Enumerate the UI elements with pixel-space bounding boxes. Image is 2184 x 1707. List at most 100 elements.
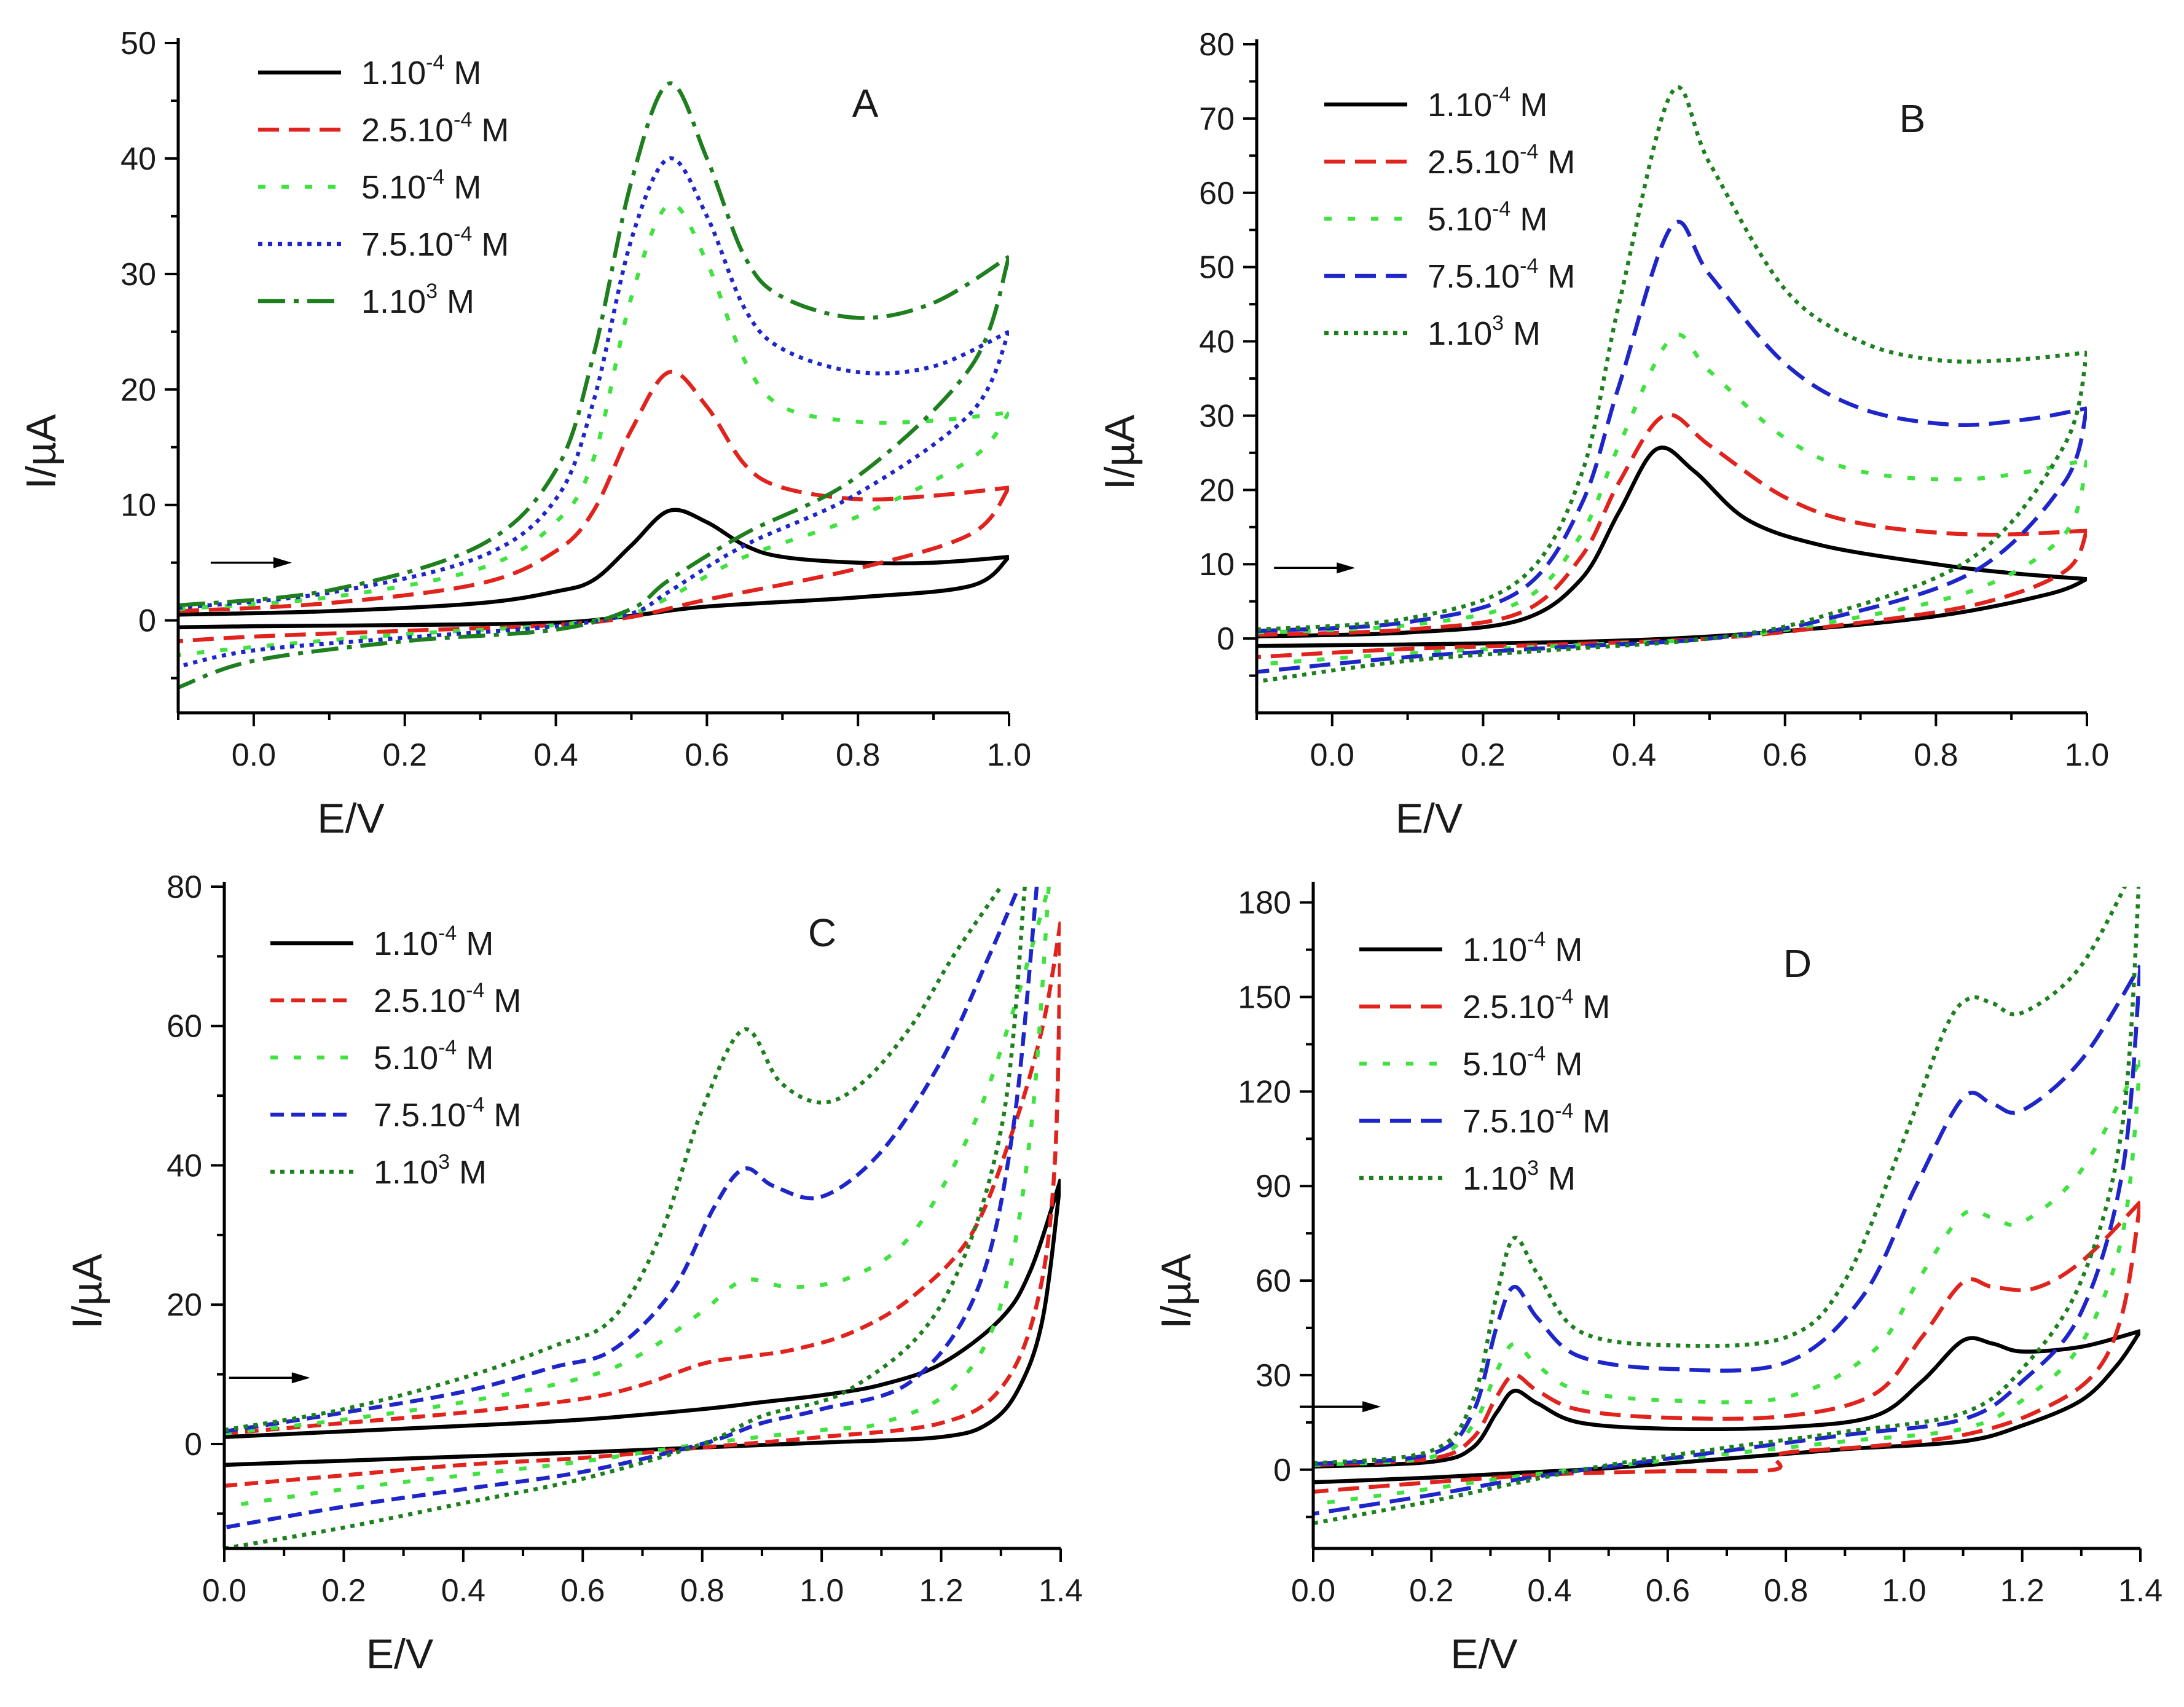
series-3-forward-line [178,202,1009,611]
y-tick-label: 80 [1199,27,1235,63]
y-axis-label: I/µA [1153,1254,1200,1329]
series-2-forward-line [178,369,1009,613]
y-tick-label: 60 [1199,176,1235,211]
y-tick-label: 0 [1217,621,1235,657]
panel-letter: A [852,81,879,125]
x-tick-label: 0.2 [321,1573,366,1609]
y-tick-label: 80 [167,869,202,905]
scan-direction-arrow-head [1337,562,1356,574]
legend-label: 5.10-4 M [374,1036,493,1077]
series-5-reverse-line [1257,351,2087,684]
legend-label: 2.5.10-4 M [1463,985,1610,1026]
x-tick-label: 0.0 [232,737,276,773]
y-axis-label: I/µA [18,414,65,489]
panel-b: 0.0 0.2 0.4 0.6 0.8 1.0 0 10 20 30 40 50 60 70 80 E/V I/… [1096,27,2109,842]
y-tick-label: 50 [1199,250,1235,286]
y-tick-label: 60 [167,1009,202,1045]
panel-d: 0.0 0.2 0.4 0.6 0.8 1.0 1.2 1.4 0 30 60 90 120 150 180… [1153,882,2162,1678]
x-tick-label: 0.6 [560,1573,605,1609]
x-tick-label: 0.4 [1527,1573,1571,1609]
x-axis-label: E/V [366,1631,434,1678]
legend-label: 1.103 M [374,1150,487,1191]
x-tick-label: 1.4 [1039,1573,1083,1609]
series-4-forward-line [1257,219,2087,634]
x-tick-label: 0.4 [1612,737,1656,773]
x-axis-label: E/V [1450,1631,1518,1678]
legend-label: 1.103 M [1463,1156,1576,1197]
series-4-reverse-line [1257,407,2087,674]
y-tick-label: 20 [1199,473,1235,508]
legend-label: 7.5.10-4 M [361,222,509,263]
series-3-reverse-line [224,887,1051,1509]
x-tick-label: 1.0 [1882,1573,1926,1609]
legend: 1.10-4 M 2.5.10-4 M 5.10-4 M 7.5.10-4 M 1.10… [258,51,509,320]
series-4-reverse-line [1313,965,2140,1516]
series-1-forward-line [178,508,1009,617]
x-tick-label: 0.6 [685,737,729,773]
panel-letter: C [808,911,836,955]
series-1-forward-line [1257,445,2087,638]
series-group [1313,887,2140,1526]
x-tick-label: 0.0 [202,1573,246,1609]
series-group [224,887,1061,1548]
y-tick-label: 90 [1255,1169,1291,1204]
x-tick-label: 0.6 [1646,1573,1690,1609]
x-tick-label: 1.0 [799,1573,844,1609]
panel-c: 0.0 0.2 0.4 0.6 0.8 1.0 1.2 1.4 0 20 40 60 80 E/V I/µA… [64,869,1083,1678]
series-2-reverse-line [224,921,1061,1488]
legend-label: 1.10-4 M [361,51,481,92]
series-5-forward-line [1257,85,2087,632]
legend-label: 2.5.10-4 M [374,979,521,1019]
legend-label: 5.10-4 M [1463,1042,1582,1083]
y-tick-label: 0 [138,603,156,639]
y-tick-label: 10 [120,488,156,524]
scan-direction-arrow-head [291,1372,310,1384]
y-tick-label: 20 [120,372,156,408]
y-axis-label: I/µA [1096,414,1143,490]
series-2-reverse-line [1313,1201,2140,1494]
legend-label: 1.103 M [1428,312,1541,352]
y-tick-label: 150 [1238,980,1291,1016]
x-tick-label: 0.4 [441,1573,485,1609]
series-5-reverse-line [178,256,1009,689]
series-1-forward-line [1313,1328,2140,1469]
series-5-forward-line [1313,887,2127,1466]
panel-letter: B [1899,96,1926,141]
x-tick-label: 0.8 [1764,1573,1808,1609]
series-2-reverse-line [178,486,1009,643]
panel-a: 0.0 0.2 0.4 0.6 0.8 1.0 0 10 20 30 40 50 E/V I/µA A 1.1… [18,26,1031,842]
series-1-forward-line [224,1179,1061,1439]
y-axis-label: I/µA [64,1254,111,1329]
x-tick-label: 1.2 [919,1573,963,1609]
legend: 1.10-4 M 2.5.10-4 M 5.10-4 M 7.5.10-4 M 1.10… [1324,83,1575,352]
legend-label: 7.5.10-4 M [1463,1099,1610,1140]
series-3-reverse-line [1313,1059,2140,1507]
y-tick-label: 0 [184,1427,202,1462]
series-1-reverse-line [224,1179,1061,1467]
x-tick-label: 1.0 [987,737,1031,773]
x-axis-label: E/V [317,795,385,842]
y-tick-label: 70 [1199,101,1235,137]
y-tick-label: 30 [120,257,156,292]
x-tick-label: 0.8 [680,1573,725,1609]
legend-label: 7.5.10-4 M [1428,254,1575,295]
y-tick-label: 20 [167,1287,202,1323]
series-group [178,81,1009,689]
x-tick-label: 0.0 [1310,737,1354,773]
legend-label: 7.5.10-4 M [374,1093,521,1134]
series-group [1257,85,2087,684]
series-4-forward-line [178,156,1009,610]
legend-label: 1.10-4 M [374,922,493,962]
series-4-reverse-line [178,331,1009,669]
scan-direction-arrow-head [1362,1401,1381,1413]
series-2-forward-line [1313,1200,2140,1467]
series-2-forward-line [1257,412,2087,637]
y-tick-label: 40 [167,1148,202,1183]
y-tick-label: 60 [1255,1263,1291,1299]
x-tick-label: 0.8 [1914,737,1958,773]
series-4-reverse-line [224,887,1039,1530]
x-tick-label: 0.4 [533,737,578,773]
y-tick-label: 180 [1238,885,1291,921]
